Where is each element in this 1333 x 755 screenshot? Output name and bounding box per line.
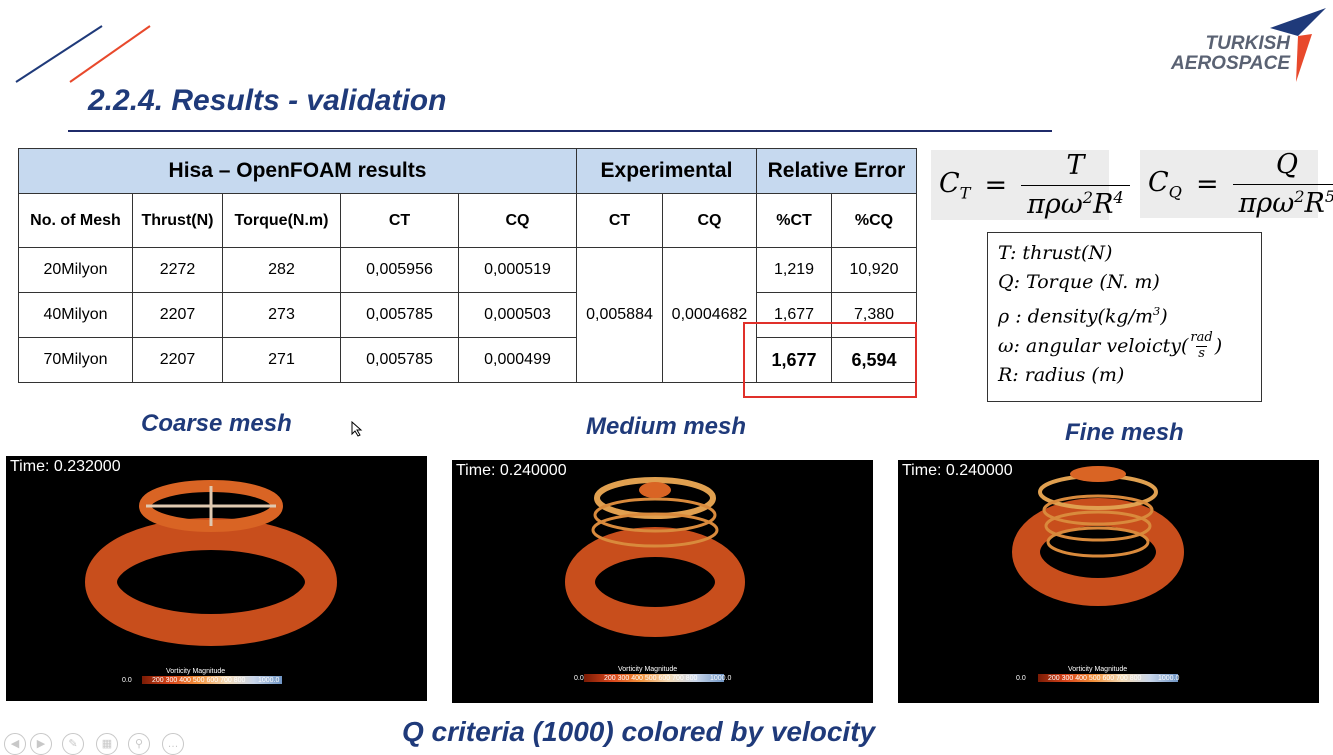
- colorbar-min: 0.0: [122, 677, 132, 684]
- cell-torque: 271: [222, 337, 341, 383]
- colorbar-max: 1000.0: [710, 675, 732, 682]
- cell-thrust: 2272: [132, 247, 223, 293]
- col-header: CQ: [458, 193, 577, 248]
- cq-formula: CQ = Q πρω2R5: [1140, 149, 1333, 219]
- colorbar-max: 1000.0: [1158, 675, 1180, 682]
- cq-lhs: CQ: [1148, 166, 1182, 202]
- caption-coarse: Coarse mesh: [141, 410, 292, 437]
- colorbar: [142, 676, 282, 684]
- colorbar-max: 1000.0: [258, 677, 280, 684]
- cell-err-cq: 7,380: [831, 292, 917, 338]
- colorbar-ticks: 200 300 400 500 600 700 800: [1048, 675, 1142, 682]
- cell-mesh: 20Milyon: [18, 247, 133, 293]
- bottom-caption: Q criteria (1000) colored by velocity: [402, 716, 876, 747]
- logo-icon: [1270, 8, 1326, 82]
- col-header: Torque(N.m): [222, 193, 341, 248]
- colorbar: [584, 674, 724, 682]
- cell-ct: 0,005785: [340, 337, 459, 383]
- legend-omega: ω: angular veloicty( rad s ): [998, 330, 1223, 362]
- equals-sign: =: [1195, 168, 1219, 200]
- col-header: %CQ: [831, 193, 917, 248]
- symbol-legend: T: thrust(N) Q: Torque (N. m) ρ : densit…: [987, 232, 1262, 402]
- logo-line1: TURKISH: [1205, 33, 1290, 54]
- cell-cq: 0,000499: [458, 337, 577, 383]
- vortex-render: [85, 480, 337, 646]
- cell-thrust: 2207: [132, 337, 223, 383]
- legend-thrust: T: thrust(N): [998, 242, 1113, 264]
- vortex-render: [565, 477, 745, 637]
- ct-formula: CT = T πρω2R4: [931, 150, 1130, 220]
- company-logo: TURKISH AEROSPACE: [1170, 34, 1290, 74]
- table-row: 20Milyon 2272 282 0,005956 0,000519 0,00…: [18, 247, 917, 383]
- cell-thrust: 2207: [132, 292, 223, 338]
- cq-fraction: Q πρω2R5: [1232, 149, 1333, 219]
- colorbar-title: Vorticity Magnitude: [1068, 666, 1128, 673]
- cell-torque: 273: [222, 292, 341, 338]
- title-underline: [68, 130, 1052, 132]
- cell-ct: 0,005785: [340, 292, 459, 338]
- col-header: Thrust(N): [132, 193, 223, 248]
- legend-radius: R: radius (m): [998, 364, 1125, 387]
- cell-err-ct: 1,219: [756, 247, 832, 293]
- results-table: Hisa – OpenFOAM results Experimental Rel…: [18, 148, 917, 383]
- ct-fraction: T πρω2R4: [1021, 150, 1130, 220]
- colorbar-ticks: 200 300 400 500 600 700 800: [604, 675, 698, 682]
- page-title: 2.2.4. Results - validation: [88, 84, 447, 117]
- medium-mesh-render: Time: 0.240000 Vorticity Magnitude 0.0 2…: [452, 460, 873, 703]
- col-header: CT: [340, 193, 459, 248]
- decorative-stripes: [15, 25, 151, 83]
- coarse-mesh-render: Time: 0.232000 Vorticity Magnitude 0.0 2…: [6, 456, 427, 701]
- time-label: Time: 0.240000: [902, 462, 1013, 479]
- colorbar-min: 0.0: [1016, 675, 1026, 682]
- ct-lhs: CT: [939, 167, 971, 203]
- cell-cq: 0,000519: [458, 247, 577, 293]
- cell-cq: 0,000503: [458, 292, 577, 338]
- mouse-cursor: [351, 421, 363, 437]
- colorbar-title: Vorticity Magnitude: [166, 668, 226, 675]
- fine-mesh-render: Time: 0.240000 Vorticity Magnitude 0.0 2…: [898, 460, 1319, 703]
- colorbar: [1038, 674, 1178, 682]
- cell-mesh: 40Milyon: [18, 292, 133, 338]
- time-label: Time: 0.232000: [10, 458, 121, 475]
- legend-torque: Q: Torque (N. m): [998, 271, 1160, 293]
- time-label: Time: 0.240000: [456, 462, 567, 479]
- col-header: %CT: [756, 193, 832, 248]
- colorbar-ticks: 200 300 400 500 600 700 800: [152, 677, 246, 684]
- group-header-relative-error: Relative Error: [756, 148, 917, 194]
- caption-fine: Fine mesh: [1065, 419, 1184, 446]
- colorbar-min: 0.0: [574, 675, 584, 682]
- cell-torque: 282: [222, 247, 341, 293]
- cell-mesh: 70Milyon: [18, 337, 133, 383]
- col-header: CQ: [662, 193, 757, 248]
- cell-err-cq: 10,920: [831, 247, 917, 293]
- logo-line2: AEROSPACE: [1171, 53, 1290, 74]
- colorbar-title: Vorticity Magnitude: [618, 666, 678, 673]
- cell-err-ct-highlight: 1,677: [756, 337, 832, 383]
- col-header: No. of Mesh: [18, 193, 133, 248]
- cell-exp-ct: 0,005884: [576, 247, 663, 383]
- vortex-render: [1012, 466, 1184, 606]
- group-header-experimental: Experimental: [576, 148, 757, 194]
- cell-exp-cq: 0,0004682: [662, 247, 757, 383]
- table-row: 40Milyon 2207 273 0,005785 0,000503 1,67…: [18, 292, 917, 338]
- equals-sign: =: [984, 169, 1008, 201]
- highlight-box: [743, 322, 917, 398]
- group-header-openfoam: Hisa – OpenFOAM results: [18, 148, 577, 194]
- cell-ct: 0,005956: [340, 247, 459, 293]
- caption-medium: Medium mesh: [586, 413, 747, 440]
- legend-density: ρ : density(kg/m3): [998, 304, 1168, 328]
- col-header: CT: [576, 193, 663, 248]
- table-row: 70Milyon 2207 271 0,005785 0,000499 1,67…: [18, 337, 917, 383]
